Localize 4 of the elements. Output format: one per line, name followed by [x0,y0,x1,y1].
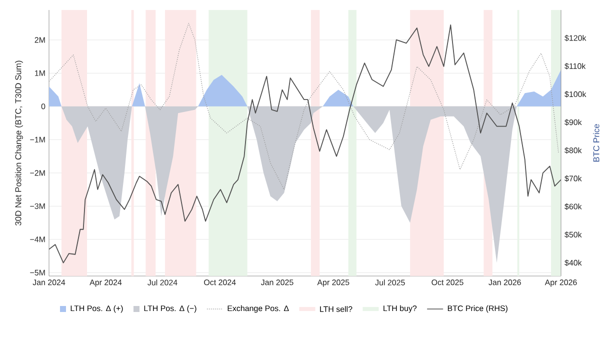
line-series [49,22,559,190]
y2-axis-title: BTC Price [593,124,600,162]
y-axis-title: 30D Net Position Change (BTC, T30D Sum) [15,60,23,226]
line-series [49,24,561,264]
